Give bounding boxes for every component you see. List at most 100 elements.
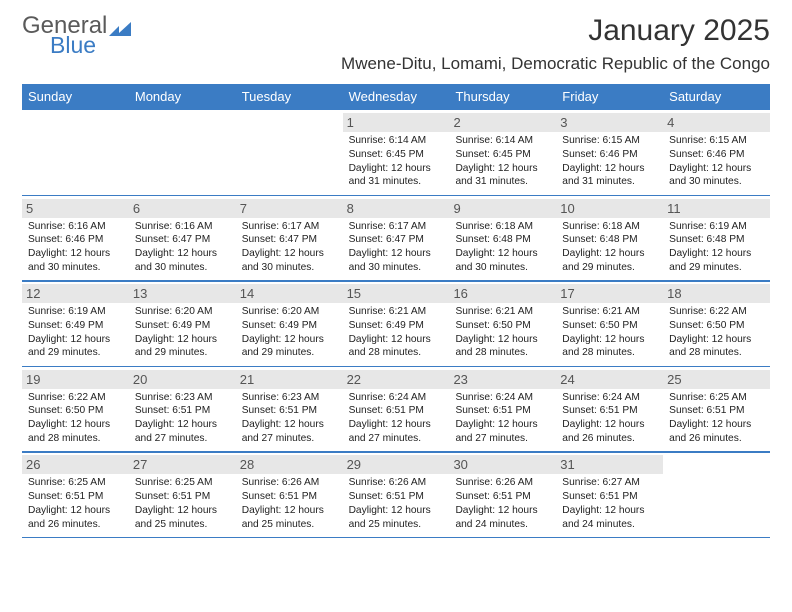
- day-number: 9: [449, 199, 556, 218]
- week-row: 26 Sunrise: 6:25 AMSunset: 6:51 PMDayligh…: [22, 451, 770, 538]
- day-details: Sunrise: 6:14 AMSunset: 6:45 PMDaylight:…: [455, 134, 550, 189]
- day-cell: 16 Sunrise: 6:21 AMSunset: 6:50 PMDayligh…: [449, 281, 556, 366]
- day-details: Sunrise: 6:16 AMSunset: 6:47 PMDaylight:…: [135, 220, 230, 275]
- day-number: [236, 113, 343, 132]
- day-cell: 22 Sunrise: 6:24 AMSunset: 6:51 PMDayligh…: [343, 367, 450, 452]
- day-cell: 23 Sunrise: 6:24 AMSunset: 6:51 PMDayligh…: [449, 367, 556, 452]
- month-title: January 2025: [341, 14, 770, 48]
- day-header: Tuesday: [236, 84, 343, 109]
- day-header: Sunday: [22, 84, 129, 109]
- brand-part2: Blue: [50, 34, 96, 57]
- day-details: Sunrise: 6:23 AMSunset: 6:51 PMDaylight:…: [242, 391, 337, 446]
- day-cell: 9 Sunrise: 6:18 AMSunset: 6:48 PMDaylight…: [449, 196, 556, 281]
- day-cell: 30Sunrise: 6:26 AMSunset: 6:51 PMDayligh…: [449, 452, 556, 537]
- day-header: Thursday: [449, 84, 556, 109]
- day-cell: [22, 110, 129, 195]
- day-number: 19: [22, 370, 129, 389]
- day-number: 15: [343, 284, 450, 303]
- day-number: 2: [449, 113, 556, 132]
- day-cell: [663, 452, 770, 537]
- day-number: 27: [129, 455, 236, 474]
- week-row: 12 Sunrise: 6:19 AMSunset: 6:49 PMDayligh…: [22, 280, 770, 367]
- day-cell: 17Sunrise: 6:21 AMSunset: 6:50 PMDayligh…: [556, 281, 663, 366]
- day-cell: 28Sunrise: 6:26 AMSunset: 6:51 PMDayligh…: [236, 452, 343, 537]
- day-cell: 8Sunrise: 6:17 AMSunset: 6:47 PMDaylight…: [343, 196, 450, 281]
- day-details: Sunrise: 6:19 AMSunset: 6:48 PMDaylight:…: [669, 220, 764, 275]
- day-details: Sunrise: 6:27 AMSunset: 6:51 PMDaylight:…: [562, 476, 657, 531]
- day-details: Sunrise: 6:23 AMSunset: 6:51 PMDaylight:…: [135, 391, 230, 446]
- day-details: Sunrise: 6:19 AMSunset: 6:49 PMDaylight:…: [28, 305, 123, 360]
- day-cell: 21 Sunrise: 6:23 AMSunset: 6:51 PMDayligh…: [236, 367, 343, 452]
- day-cell: 4Sunrise: 6:15 AMSunset: 6:46 PMDaylight…: [663, 110, 770, 195]
- week-row: 5Sunrise: 6:16 AMSunset: 6:46 PMDaylight…: [22, 195, 770, 282]
- day-cell: 13Sunrise: 6:20 AMSunset: 6:49 PMDayligh…: [129, 281, 236, 366]
- day-cell: 18Sunrise: 6:22 AMSunset: 6:50 PMDayligh…: [663, 281, 770, 366]
- day-number: 30: [449, 455, 556, 474]
- day-number: 11: [663, 199, 770, 218]
- day-header: Saturday: [663, 84, 770, 109]
- day-cell: 12 Sunrise: 6:19 AMSunset: 6:49 PMDayligh…: [22, 281, 129, 366]
- day-number: 24: [556, 370, 663, 389]
- day-details: Sunrise: 6:15 AMSunset: 6:46 PMDaylight:…: [562, 134, 657, 189]
- day-details: Sunrise: 6:18 AMSunset: 6:48 PMDaylight:…: [455, 220, 550, 275]
- day-cell: 1 Sunrise: 6:14 AMSunset: 6:45 PMDaylight…: [343, 110, 450, 195]
- day-number: 17: [556, 284, 663, 303]
- day-number: 7: [236, 199, 343, 218]
- day-details: Sunrise: 6:14 AMSunset: 6:45 PMDaylight:…: [349, 134, 444, 189]
- brand-logo: GeneralBlue: [22, 14, 132, 57]
- day-details: Sunrise: 6:22 AMSunset: 6:50 PMDaylight:…: [28, 391, 123, 446]
- day-cell: 6 Sunrise: 6:16 AMSunset: 6:47 PMDaylight…: [129, 196, 236, 281]
- day-cell: 20Sunrise: 6:23 AMSunset: 6:51 PMDayligh…: [129, 367, 236, 452]
- day-number: 26: [22, 455, 129, 474]
- day-cell: 7Sunrise: 6:17 AMSunset: 6:47 PMDaylight…: [236, 196, 343, 281]
- day-number: 23: [449, 370, 556, 389]
- day-cell: 2 Sunrise: 6:14 AMSunset: 6:45 PMDaylight…: [449, 110, 556, 195]
- day-cell: 14Sunrise: 6:20 AMSunset: 6:49 PMDayligh…: [236, 281, 343, 366]
- day-number: 10: [556, 199, 663, 218]
- day-cell: 31Sunrise: 6:27 AMSunset: 6:51 PMDayligh…: [556, 452, 663, 537]
- day-details: Sunrise: 6:21 AMSunset: 6:49 PMDaylight:…: [349, 305, 444, 360]
- day-number: 5: [22, 199, 129, 218]
- day-number: 28: [236, 455, 343, 474]
- day-details: Sunrise: 6:21 AMSunset: 6:50 PMDaylight:…: [455, 305, 550, 360]
- day-details: Sunrise: 6:25 AMSunset: 6:51 PMDaylight:…: [135, 476, 230, 531]
- day-number: 6: [129, 199, 236, 218]
- day-details: Sunrise: 6:22 AMSunset: 6:50 PMDaylight:…: [669, 305, 764, 360]
- day-details: Sunrise: 6:24 AMSunset: 6:51 PMDaylight:…: [349, 391, 444, 446]
- day-number: 29: [343, 455, 450, 474]
- day-cell: 27 Sunrise: 6:25 AMSunset: 6:51 PMDayligh…: [129, 452, 236, 537]
- day-details: Sunrise: 6:24 AMSunset: 6:51 PMDaylight:…: [455, 391, 550, 446]
- week-row: 1 Sunrise: 6:14 AMSunset: 6:45 PMDaylight…: [22, 109, 770, 196]
- day-number: 3: [556, 113, 663, 132]
- day-cell: 10 Sunrise: 6:18 AMSunset: 6:48 PMDayligh…: [556, 196, 663, 281]
- day-details: Sunrise: 6:25 AMSunset: 6:51 PMDaylight:…: [669, 391, 764, 446]
- day-details: Sunrise: 6:24 AMSunset: 6:51 PMDaylight:…: [562, 391, 657, 446]
- day-header: Wednesday: [343, 84, 450, 109]
- location-subtitle: Mwene-Ditu, Lomami, Democratic Republic …: [341, 54, 770, 74]
- day-details: Sunrise: 6:26 AMSunset: 6:51 PMDaylight:…: [349, 476, 444, 531]
- logo-arrow-icon: [108, 20, 132, 38]
- day-number: 12: [22, 284, 129, 303]
- day-number: [22, 113, 129, 132]
- day-details: Sunrise: 6:18 AMSunset: 6:48 PMDaylight:…: [562, 220, 657, 275]
- day-number: 25: [663, 370, 770, 389]
- calendar-grid: SundayMondayTuesdayWednesdayThursdayFrid…: [22, 84, 770, 538]
- day-number: 16: [449, 284, 556, 303]
- day-cell: 11 Sunrise: 6:19 AMSunset: 6:48 PMDayligh…: [663, 196, 770, 281]
- day-details: Sunrise: 6:20 AMSunset: 6:49 PMDaylight:…: [135, 305, 230, 360]
- day-cell: 19 Sunrise: 6:22 AMSunset: 6:50 PMDayligh…: [22, 367, 129, 452]
- day-cell: [236, 110, 343, 195]
- day-number: 21: [236, 370, 343, 389]
- day-number: [663, 455, 770, 474]
- day-number: 8: [343, 199, 450, 218]
- day-number: 22: [343, 370, 450, 389]
- week-row: 19 Sunrise: 6:22 AMSunset: 6:50 PMDayligh…: [22, 366, 770, 453]
- day-cell: 25 Sunrise: 6:25 AMSunset: 6:51 PMDayligh…: [663, 367, 770, 452]
- day-cell: 29 Sunrise: 6:26 AMSunset: 6:51 PMDayligh…: [343, 452, 450, 537]
- day-details: Sunrise: 6:25 AMSunset: 6:51 PMDaylight:…: [28, 476, 123, 531]
- day-details: Sunrise: 6:20 AMSunset: 6:49 PMDaylight:…: [242, 305, 337, 360]
- day-cell: 3 Sunrise: 6:15 AMSunset: 6:46 PMDaylight…: [556, 110, 663, 195]
- day-header: Friday: [556, 84, 663, 109]
- day-number: 1: [343, 113, 450, 132]
- day-cell: 15 Sunrise: 6:21 AMSunset: 6:49 PMDayligh…: [343, 281, 450, 366]
